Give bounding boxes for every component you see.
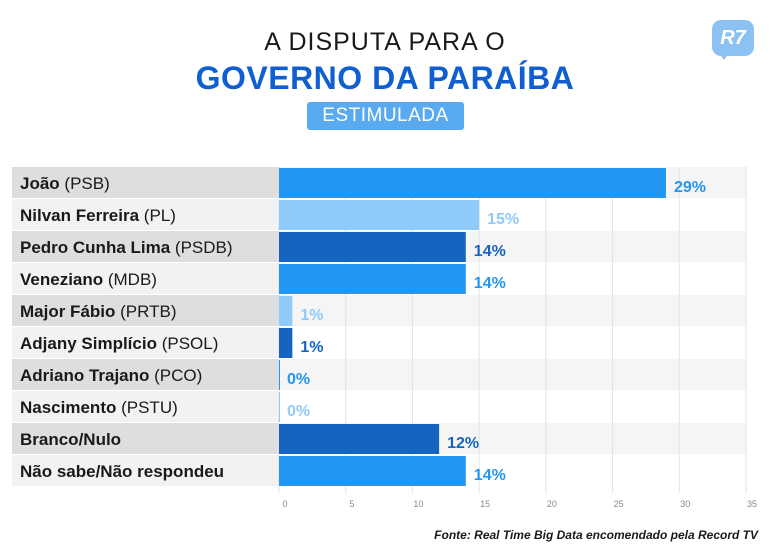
category-party: (PSB)	[60, 174, 110, 193]
data-label: 12%	[447, 435, 479, 452]
row-plot-bg	[279, 359, 746, 390]
data-label: 15%	[487, 211, 519, 228]
bar	[279, 456, 466, 486]
data-label: 29%	[674, 179, 706, 196]
category-name: Branco/Nulo	[20, 430, 121, 449]
row-label-bg	[12, 359, 279, 390]
category-label: Adjany Simplício (PSOL)	[20, 334, 218, 353]
bar	[279, 392, 280, 422]
row-label-bg	[12, 295, 279, 326]
category-label: Nilvan Ferreira (PL)	[20, 206, 176, 225]
category-label: Adriano Trajano (PCO)	[20, 366, 202, 385]
category-party: (PRTB)	[115, 302, 176, 321]
subtitle-badge: ESTIMULADA	[307, 102, 464, 130]
data-label: 0%	[287, 403, 310, 420]
category-party: (PL)	[139, 206, 176, 225]
chart-title-top: A DISPUTA PARA O	[264, 28, 506, 56]
category-party: (PSDB)	[170, 238, 232, 257]
category-name: Nilvan Ferreira	[20, 206, 140, 225]
r7-logo: R7	[712, 20, 754, 56]
chart-title-main: GOVERNO DA PARAÍBA	[195, 60, 575, 96]
category-party: (MDB)	[103, 270, 157, 289]
bar	[279, 328, 293, 358]
data-label: 14%	[474, 243, 506, 260]
category-name: Pedro Cunha Lima	[20, 238, 171, 257]
category-name: Nascimento	[20, 398, 116, 417]
row-label-bg	[12, 423, 279, 454]
data-label: 14%	[474, 467, 506, 484]
row-plot-bg	[279, 391, 746, 422]
row-label-bg	[12, 167, 279, 198]
category-label: Não sabe/Não respondeu	[20, 462, 224, 481]
bar	[279, 264, 466, 294]
category-label: Nascimento (PSTU)	[20, 398, 178, 417]
row-plot-bg	[279, 327, 746, 358]
row-label-bg	[12, 327, 279, 358]
x-tick-label: 30	[680, 499, 690, 509]
data-label: 1%	[300, 339, 323, 356]
row-label-bg	[12, 391, 279, 422]
category-label: Veneziano (MDB)	[20, 270, 157, 289]
category-label: Branco/Nulo	[20, 430, 121, 449]
r7-logo-tail	[718, 52, 730, 60]
category-name: Veneziano	[20, 270, 103, 289]
category-label: Pedro Cunha Lima (PSDB)	[20, 238, 233, 257]
row-label-bg	[12, 263, 279, 294]
x-tick-label: 10	[413, 499, 423, 509]
category-name: Não sabe/Não respondeu	[20, 462, 224, 481]
x-tick-label: 25	[614, 499, 624, 509]
bar	[279, 424, 440, 454]
source-note: Fonte: Real Time Big Data encomendado pe…	[434, 528, 758, 542]
row-label-bg	[12, 231, 279, 262]
x-tick-label: 5	[349, 499, 354, 509]
category-party: (PSTU)	[116, 398, 177, 417]
x-tick-label: 20	[547, 499, 557, 509]
category-label: João (PSB)	[20, 174, 110, 193]
category-name: Major Fábio	[20, 302, 115, 321]
bar	[279, 168, 666, 198]
row-label-bg	[12, 455, 279, 486]
data-label: 0%	[287, 371, 310, 388]
x-tick-label: 15	[480, 499, 490, 509]
row-plot-bg	[279, 295, 746, 326]
bar	[279, 360, 280, 390]
bar	[279, 200, 480, 230]
row-label-bg	[12, 199, 279, 230]
bar	[279, 232, 466, 262]
category-party: (PSOL)	[157, 334, 218, 353]
data-label: 14%	[474, 275, 506, 292]
category-party: (PCO)	[149, 366, 202, 385]
data-label: 1%	[300, 307, 323, 324]
category-name: Adriano Trajano	[20, 366, 149, 385]
category-name: Adjany Simplício	[20, 334, 157, 353]
x-tick-label: 0	[282, 499, 287, 509]
category-label: Major Fábio (PRTB)	[20, 302, 176, 321]
bar	[279, 296, 293, 326]
x-tick-label: 35	[747, 499, 757, 509]
category-name: João	[20, 174, 60, 193]
